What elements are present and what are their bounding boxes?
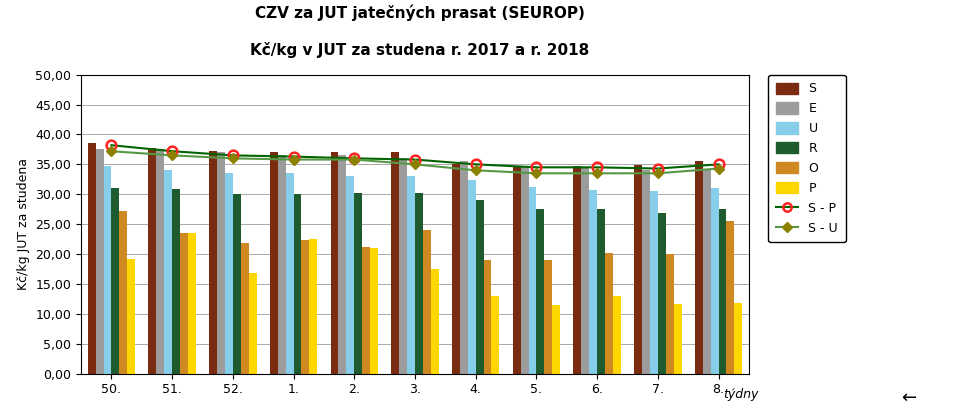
Bar [422, 230, 431, 374]
S - P [530, 165, 541, 170]
S - U [166, 153, 177, 158]
Bar [634, 165, 641, 374]
S - P [106, 143, 117, 148]
Bar [354, 193, 362, 374]
Bar [112, 188, 119, 374]
Bar [294, 194, 301, 374]
Bar [285, 173, 294, 374]
Bar [188, 233, 195, 374]
Bar [710, 188, 718, 374]
Bar [734, 303, 741, 374]
Text: CZV za JUT jatečných prasat (SEUROP): CZV za JUT jatečných prasat (SEUROP) [254, 4, 584, 21]
S - P [591, 165, 602, 170]
Bar [362, 247, 370, 374]
Bar [156, 149, 164, 374]
Bar [552, 305, 559, 374]
Bar [459, 161, 467, 374]
Line: S - U: S - U [108, 148, 721, 177]
Y-axis label: Kč/kg JUT za studena: Kč/kg JUT za studena [17, 158, 30, 290]
S - P [409, 157, 420, 162]
Bar [309, 239, 317, 374]
S - P [652, 166, 663, 171]
Bar [612, 296, 620, 374]
Bar [249, 273, 256, 374]
Bar [476, 200, 483, 374]
Bar [589, 190, 597, 374]
Bar [391, 152, 398, 374]
Text: ←: ← [900, 389, 915, 407]
S - U [106, 149, 117, 154]
Bar [528, 187, 536, 374]
Bar [702, 170, 710, 374]
Bar [673, 304, 680, 374]
Bar [217, 152, 225, 374]
Bar [718, 209, 725, 374]
Bar [573, 166, 580, 374]
Bar [180, 233, 188, 374]
Bar [491, 296, 498, 374]
Bar [604, 254, 612, 374]
Bar [520, 167, 528, 374]
Bar [415, 193, 422, 374]
Bar [209, 151, 217, 374]
Bar [338, 155, 346, 374]
S - P [227, 153, 238, 158]
Bar [649, 191, 658, 374]
Bar [536, 209, 544, 374]
Bar [544, 260, 552, 374]
Text: Kč/kg v JUT za studena r. 2017 a r. 2018: Kč/kg v JUT za studena r. 2017 a r. 2018 [250, 42, 589, 58]
Bar [172, 189, 180, 374]
S - U [348, 157, 359, 162]
Bar [398, 159, 407, 374]
Bar [346, 176, 354, 374]
S - U [470, 168, 481, 173]
Bar [580, 167, 589, 374]
Bar [370, 248, 377, 374]
Bar [641, 170, 649, 374]
S - U [227, 156, 238, 161]
Bar [149, 148, 156, 374]
S - P [288, 154, 299, 159]
Bar [119, 211, 127, 374]
Bar [95, 149, 104, 374]
Bar [694, 161, 702, 374]
Bar [725, 221, 734, 374]
Bar [225, 173, 233, 374]
Bar [452, 164, 459, 374]
S - U [652, 171, 663, 176]
Bar [164, 170, 172, 374]
Bar [240, 243, 249, 374]
Bar [658, 213, 665, 374]
Bar [270, 152, 277, 374]
Bar [407, 176, 415, 374]
Bar [88, 144, 95, 374]
S - P [712, 162, 723, 167]
Bar [301, 240, 309, 374]
S - P [470, 162, 481, 167]
S - P [166, 149, 177, 154]
S - U [712, 166, 723, 171]
Bar [483, 260, 491, 374]
Line: S - P: S - P [107, 140, 722, 173]
Bar [512, 166, 520, 374]
S - U [591, 171, 602, 176]
S - U [530, 171, 541, 176]
Bar [665, 254, 673, 374]
S - P [348, 156, 359, 161]
Bar [331, 152, 338, 374]
Bar [597, 209, 604, 374]
Bar [277, 155, 285, 374]
Legend: S, E, U, R, O, P, S - P, S - U: S, E, U, R, O, P, S - P, S - U [768, 75, 844, 242]
S - U [409, 162, 420, 167]
Bar [431, 269, 438, 374]
Bar [127, 259, 135, 374]
Bar [104, 166, 112, 374]
S - U [288, 157, 299, 162]
Text: týdny: týdny [722, 388, 758, 401]
Bar [233, 194, 240, 374]
Bar [467, 181, 476, 374]
